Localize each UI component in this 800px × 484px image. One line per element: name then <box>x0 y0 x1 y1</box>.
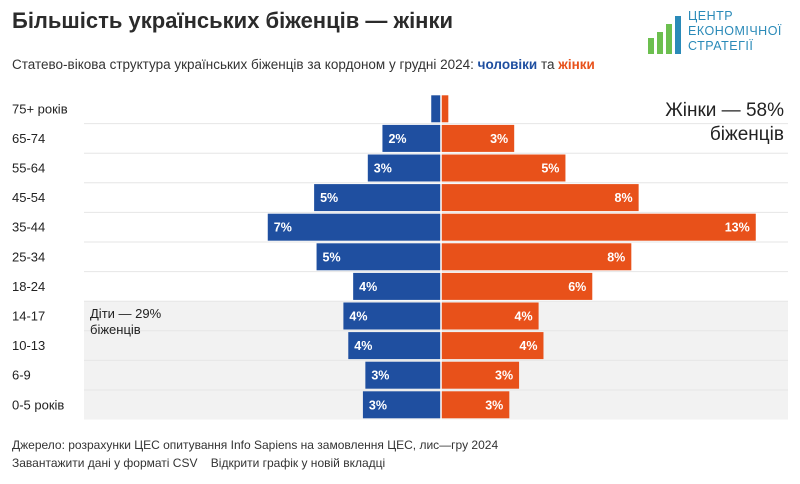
footer-links: Завантажити дані у форматі CSV Відкрити … <box>12 456 395 470</box>
data-label-men: 4% <box>354 339 372 353</box>
category-label: 6-9 <box>12 368 31 383</box>
women-annotation-line2: біженців <box>710 124 784 145</box>
bar-men <box>431 95 441 123</box>
logo-text: ЦЕНТР ЕКОНОМІЧНОЇ СТРАТЕГІЇ <box>688 9 782 54</box>
bar-women <box>441 124 515 152</box>
data-label-women: 8% <box>615 191 633 205</box>
data-label-women: 8% <box>607 250 625 264</box>
bar-women <box>441 213 756 241</box>
logo-line-1: ЦЕНТР <box>688 9 734 23</box>
logo-line-2: ЕКОНОМІЧНОЇ <box>688 24 782 38</box>
bar-women <box>441 184 639 212</box>
subtitle-women-label: жінки <box>558 57 595 72</box>
bar-women <box>441 361 520 389</box>
category-label: 0-5 років <box>12 397 64 412</box>
data-label-men: 4% <box>349 310 367 324</box>
data-label-men: 7% <box>274 221 292 235</box>
category-label: 10-13 <box>12 338 45 353</box>
bar-women <box>441 332 544 360</box>
logo-line-3: СТРАТЕГІЇ <box>688 39 754 53</box>
children-annotation-line1: Діти — 29% <box>90 306 162 321</box>
bar-men <box>267 213 441 241</box>
data-label-men: 3% <box>374 162 392 176</box>
subtitle-men-label: чоловіки <box>477 57 538 72</box>
bar-women <box>441 243 632 271</box>
subtitle-text: Статево-вікова структура українських біж… <box>12 57 474 72</box>
data-label-women: 4% <box>519 339 537 353</box>
data-label-men: 3% <box>371 369 389 383</box>
category-label: 35-44 <box>12 220 45 235</box>
data-label-men: 2% <box>388 132 406 146</box>
data-label-women: 3% <box>495 369 513 383</box>
data-label-men: 4% <box>359 280 377 294</box>
open-new-tab-link[interactable]: Відкрити графік у новій вкладці <box>210 456 386 470</box>
category-label: 25-34 <box>12 249 45 264</box>
category-label: 65-74 <box>12 131 45 146</box>
data-label-women: 3% <box>490 132 508 146</box>
source-note: Джерело: розрахунки ЦЕС опитування Info … <box>12 438 499 452</box>
category-label: 75+ років <box>12 101 68 116</box>
bar-men <box>314 184 441 212</box>
women-annotation-line1: Жінки — 58% <box>665 100 784 121</box>
data-label-men: 3% <box>369 398 387 412</box>
bar-women <box>441 272 593 300</box>
bar-women <box>441 95 449 123</box>
data-label-men: 5% <box>320 191 338 205</box>
chart-subtitle: Статево-вікова структура українських біж… <box>12 57 595 72</box>
data-label-women: 3% <box>485 398 503 412</box>
category-label: 55-64 <box>12 161 45 176</box>
bar-men <box>353 272 441 300</box>
category-label: 45-54 <box>12 190 45 205</box>
bar-men <box>365 361 441 389</box>
bar-men <box>362 391 441 419</box>
bar-women <box>441 302 539 330</box>
data-label-women: 6% <box>568 280 586 294</box>
data-label-men: 5% <box>323 250 341 264</box>
bar-men <box>343 302 441 330</box>
bar-men <box>348 332 441 360</box>
bar-men <box>367 154 441 182</box>
subtitle-and: та <box>540 57 555 72</box>
ces-logo-icon <box>648 16 681 54</box>
data-label-women: 5% <box>541 162 559 176</box>
bar-men <box>382 124 441 152</box>
children-annotation-line2: біженців <box>90 322 141 337</box>
category-label: 18-24 <box>12 279 45 294</box>
download-csv-link[interactable]: Завантажити дані у форматі CSV <box>12 456 198 470</box>
category-label: 14-17 <box>12 309 45 324</box>
chart-title: Більшість українських біженців — жінки <box>12 8 454 33</box>
bar-men <box>316 243 441 271</box>
data-label-women: 4% <box>515 310 533 324</box>
bar-women <box>441 391 510 419</box>
bar-women <box>441 154 566 182</box>
data-label-women: 13% <box>725 221 750 235</box>
